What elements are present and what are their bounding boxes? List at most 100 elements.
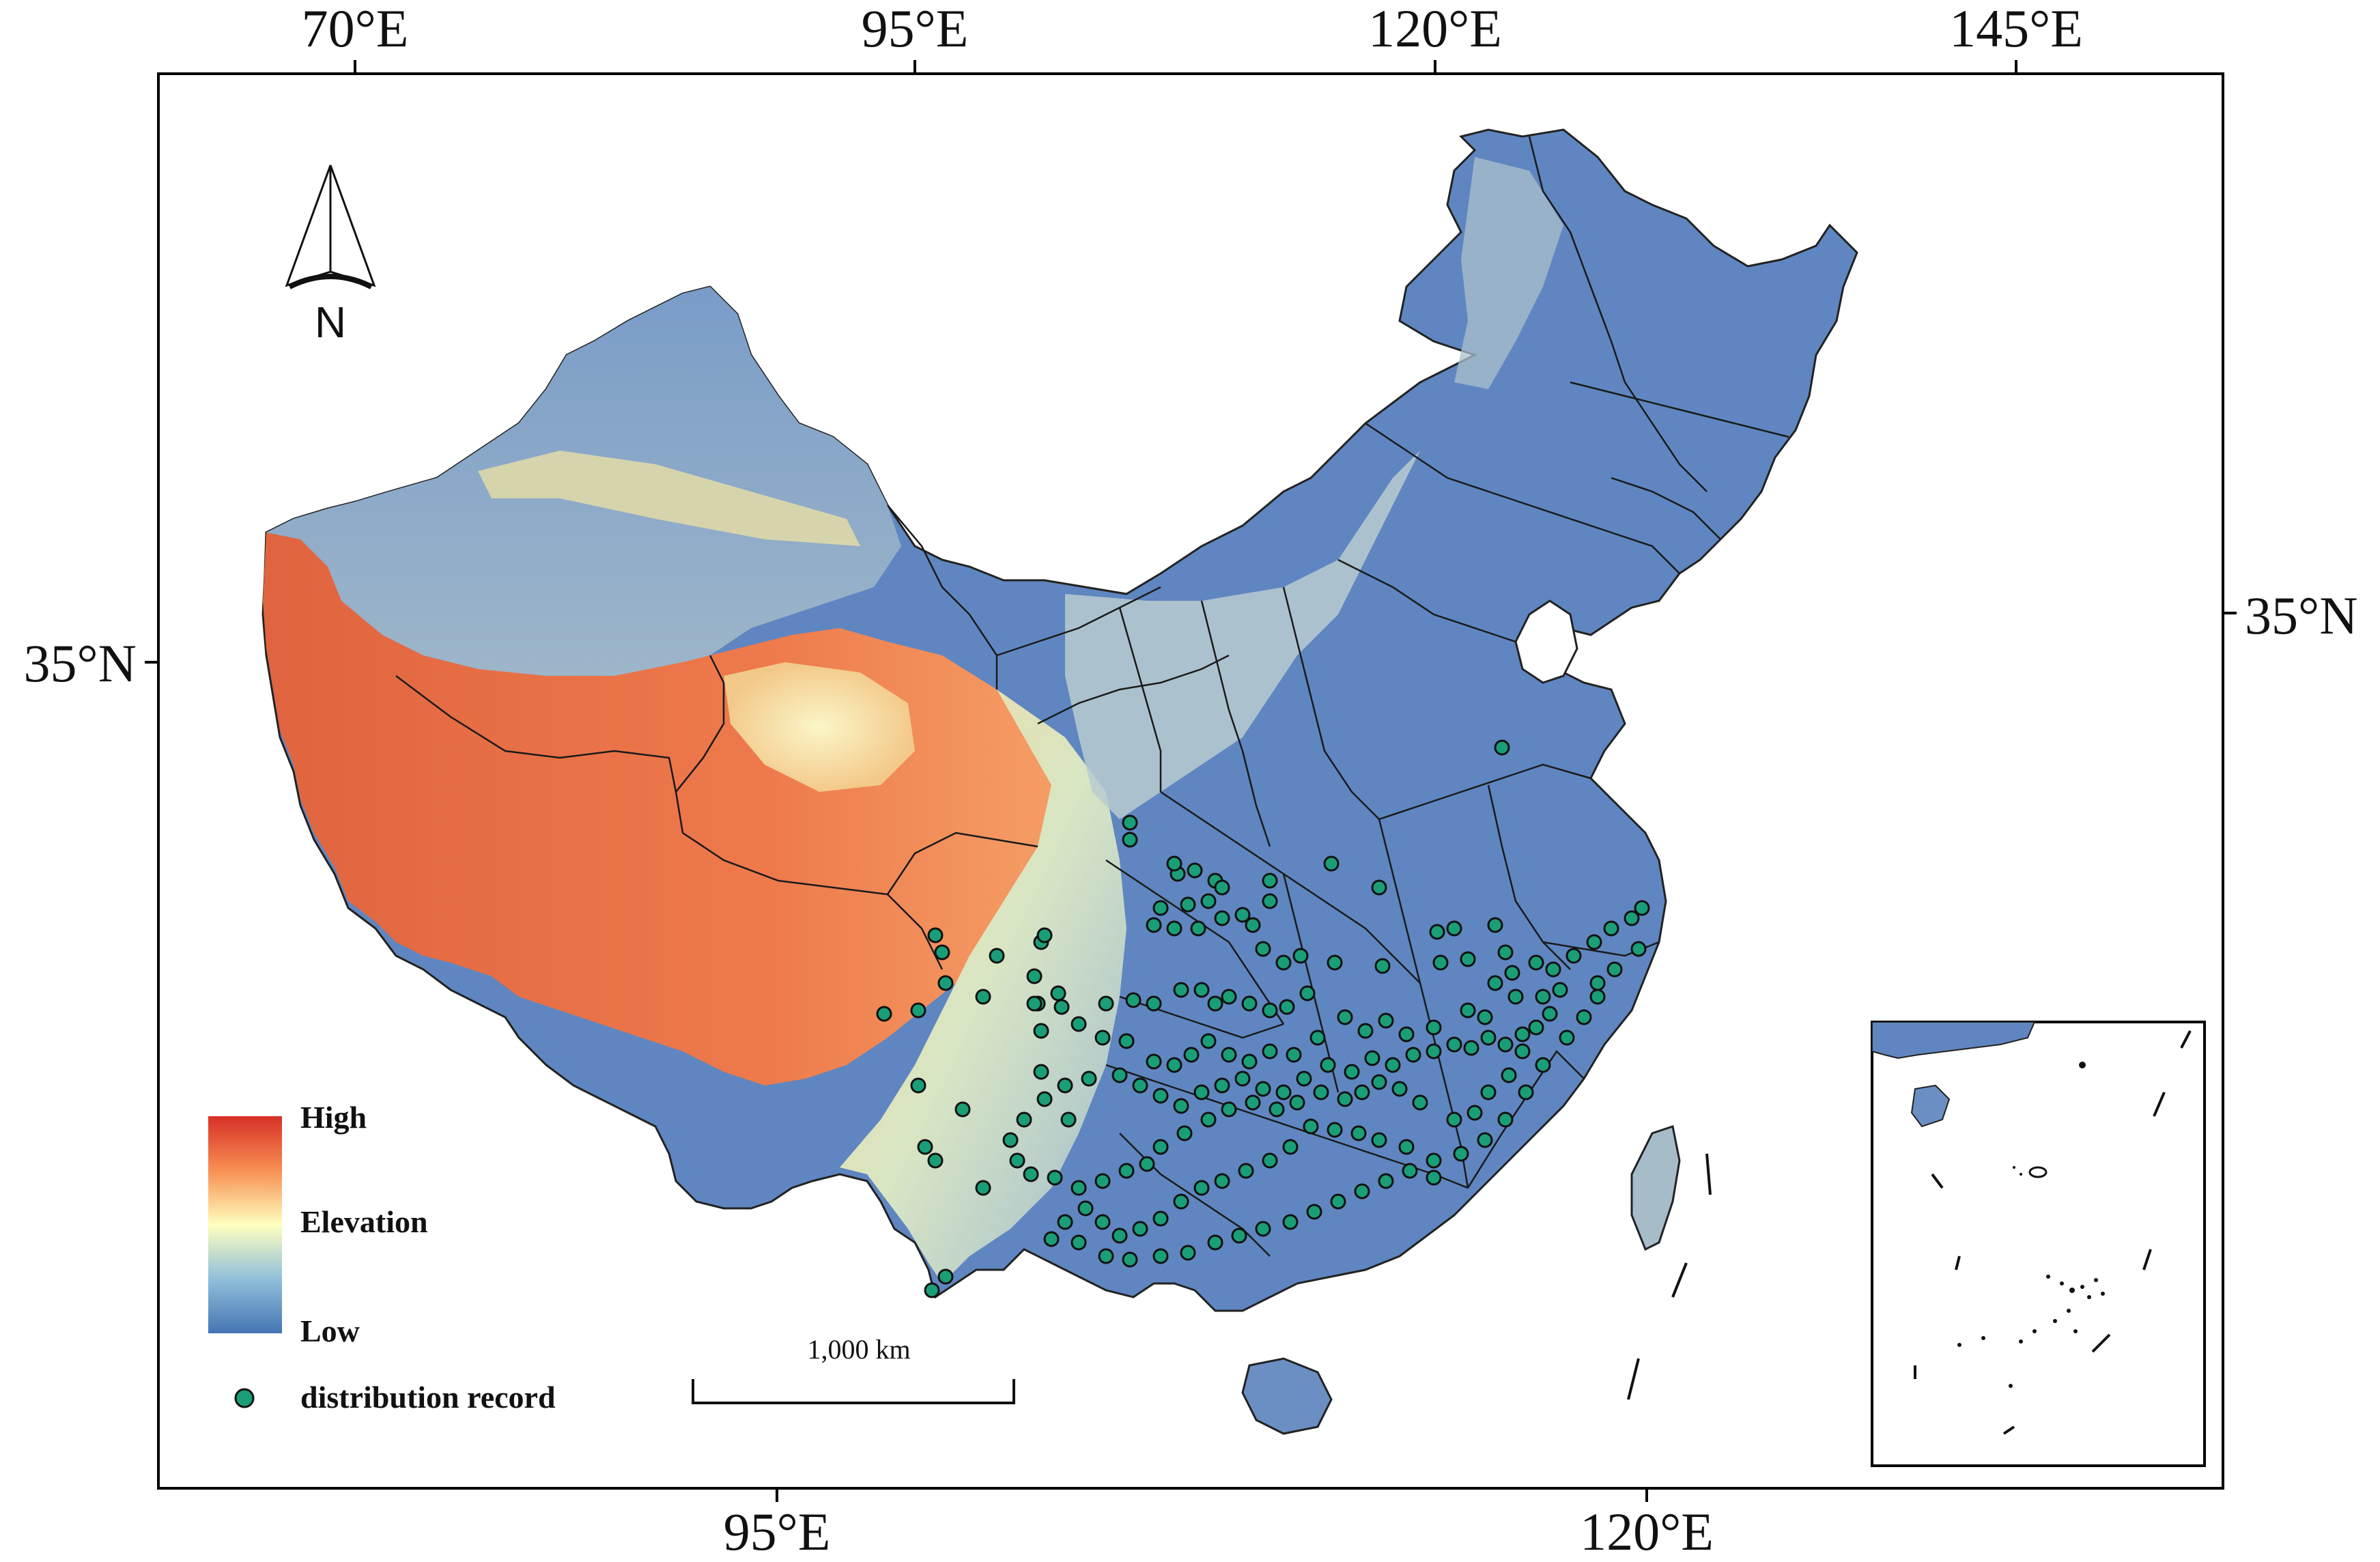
distribution-record-point: [876, 1006, 892, 1022]
distribution-record-point: [1166, 855, 1182, 872]
distribution-record-point: [1289, 1094, 1305, 1111]
distribution-record-point: [1214, 910, 1230, 926]
legend-low-label: Low: [300, 1314, 360, 1348]
distribution-record-point: [1094, 1030, 1111, 1046]
taiwan-island: [1630, 1125, 1681, 1251]
distribution-record-point: [937, 975, 954, 991]
distribution-record-point: [1094, 1214, 1111, 1230]
distribution-record-point: [1624, 910, 1640, 926]
distribution-record-point: [1255, 1081, 1271, 1097]
distribution-record-point: [1371, 1074, 1387, 1090]
distribution-record-point: [1429, 924, 1445, 940]
distribution-record-point: [1255, 1221, 1271, 1237]
distribution-record-point: [1009, 1152, 1025, 1169]
distribution-record-point: [1262, 893, 1278, 909]
distribution-record-point: [924, 1282, 940, 1298]
distribution-record-point: [1374, 958, 1391, 974]
distribution-record-point: [1313, 1084, 1329, 1100]
distribution-record-point: [1071, 1180, 1087, 1196]
distribution-record-point: [1296, 1070, 1312, 1087]
distribution-record-point: [1200, 893, 1217, 909]
distribution-record-point: [1327, 954, 1343, 971]
top-label-70e: 70°E: [302, 0, 409, 58]
southwest-highlands: [840, 690, 1127, 1283]
distribution-record-point: [1432, 954, 1449, 971]
distribution-record-point: [954, 1101, 971, 1118]
distribution-record-point: [1279, 999, 1295, 1015]
distribution-record-point: [1043, 1231, 1060, 1247]
top-label-95e: 95°E: [862, 0, 969, 58]
distribution-record-point: [1255, 941, 1271, 957]
distribution-record-point: [1190, 920, 1206, 937]
distribution-record-point: [1262, 1152, 1278, 1169]
bottom-label-120e: 120°E: [1580, 1502, 1714, 1561]
distribution-record-point: [1497, 1111, 1514, 1128]
tibetan-plateau: [263, 532, 1106, 1085]
distribution-record-point: [1460, 951, 1476, 967]
distribution-record-point: [1589, 975, 1606, 991]
distribution-record-point: [1036, 927, 1053, 943]
distribution-record-point: [1050, 985, 1066, 1002]
distribution-record-point: [1514, 1026, 1531, 1042]
distribution-record-point: [1501, 1067, 1517, 1083]
distribution-record-point: [1460, 1002, 1476, 1019]
distribution-record-point: [1262, 1043, 1278, 1060]
graticule-ticks: [145, 60, 2237, 1502]
south-china-sea-inset: [1871, 1021, 2206, 1467]
distribution-record-point: [1081, 1070, 1097, 1087]
distribution-record-point: [1426, 1152, 1442, 1169]
distribution-record-point: [1497, 944, 1514, 961]
distribution-record-point: [1320, 1057, 1336, 1073]
distribution-record-point: [1589, 989, 1606, 1005]
hainan-island: [1241, 1357, 1333, 1435]
distribution-record-point: [1221, 989, 1237, 1005]
distribution-record-point: [1146, 917, 1162, 933]
distribution-record-point: [1060, 1111, 1077, 1128]
distribution-record-point: [1299, 985, 1316, 1002]
distribution-record-point: [1330, 1193, 1346, 1210]
distribution-record-point: [1371, 1132, 1387, 1148]
distribution-record-point: [1023, 1166, 1039, 1182]
distribution-record-point: [975, 1180, 991, 1196]
distribution-record-point: [910, 1002, 926, 1019]
inset-hainan: [1910, 1084, 1951, 1128]
distribution-record-point: [1269, 1101, 1285, 1118]
distribution-record-point: [1463, 1040, 1479, 1056]
distribution-record-point: [1214, 1077, 1230, 1094]
distribution-record-point: [1193, 1084, 1210, 1100]
distribution-record-point: [1357, 1023, 1374, 1039]
distribution-record-point: [1559, 1030, 1575, 1046]
distribution-record-point: [1173, 982, 1189, 998]
legend-record-label: distribution record: [300, 1380, 556, 1415]
distribution-record-point: [1016, 1111, 1032, 1128]
distribution-record-point: [1487, 975, 1503, 991]
distribution-record-point: [1337, 1091, 1353, 1107]
distribution-record-point: [1125, 992, 1142, 1008]
distribution-record-point: [1234, 1070, 1251, 1087]
distribution-record-point: [1146, 1053, 1162, 1070]
distribution-record-point: [1426, 1169, 1442, 1186]
distribution-record-point: [1122, 1251, 1138, 1268]
distribution-record-point: [1477, 1132, 1493, 1148]
distribution-record-point: [1535, 1057, 1551, 1073]
distribution-record-point: [989, 948, 1005, 964]
distribution-record-point: [1634, 900, 1650, 916]
distribution-record-point: [1214, 879, 1230, 896]
north-arrow-base: [288, 274, 373, 289]
distribution-record-point: [1576, 1009, 1592, 1025]
distribution-record-point: [1364, 1050, 1380, 1066]
distribution-record-point: [1518, 1084, 1534, 1100]
distribution-record-point: [1245, 1094, 1261, 1111]
northeast-highlands: [1454, 157, 1563, 389]
distribution-record-point: [910, 1077, 926, 1094]
distribution-record-point: [1542, 1006, 1558, 1022]
distribution-record-point: [1187, 862, 1203, 879]
distribution-record-point: [1166, 920, 1182, 937]
distribution-record-point: [1033, 1064, 1049, 1080]
distribution-record-point: [1057, 1214, 1073, 1230]
distribution-record-point: [1173, 1098, 1189, 1114]
distribution-record-point: [1344, 1064, 1360, 1080]
distribution-record-point: [1323, 855, 1340, 872]
distribution-record-point: [1412, 1094, 1428, 1111]
